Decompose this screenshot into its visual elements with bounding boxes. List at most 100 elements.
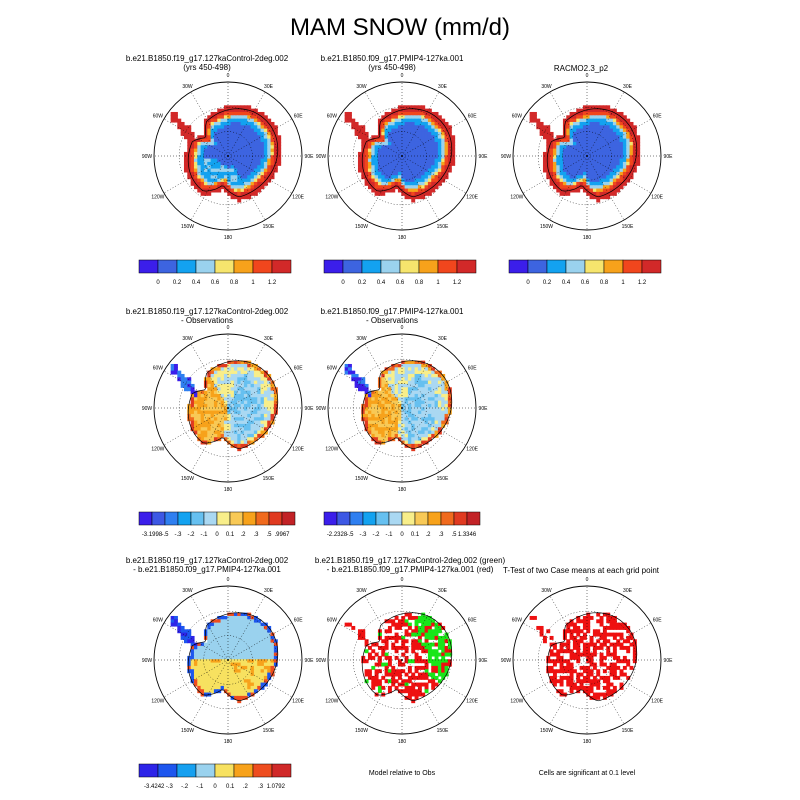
grid-cell [626, 135, 631, 140]
grid-cell [243, 175, 248, 180]
grid-cell [576, 619, 581, 624]
grid-cell [414, 407, 419, 412]
grid-cell [247, 437, 252, 442]
grid-cell [217, 659, 222, 664]
grid-cell [237, 440, 242, 445]
grid-cell [247, 662, 252, 667]
grid-cell [562, 178, 567, 183]
grid-cell [437, 181, 442, 186]
grid-cell [233, 138, 238, 143]
grid-cell [407, 679, 412, 684]
grid-cell [549, 168, 554, 173]
grid-cell [213, 165, 218, 170]
grid-cell [437, 679, 442, 684]
grid-cell [549, 181, 554, 186]
grid-cell [444, 155, 449, 160]
grid-cell [586, 685, 591, 690]
grid-cell [384, 639, 389, 644]
grid-cell [612, 619, 617, 624]
grid-cell [562, 659, 567, 664]
grid-cell [606, 135, 611, 140]
grid-cell [424, 675, 429, 680]
grid-cell [589, 111, 594, 116]
grid-cell [602, 695, 607, 700]
grid-cell [203, 178, 208, 183]
longitude-label: 0 [227, 325, 230, 331]
grid-cell [220, 367, 225, 372]
grid-cell [622, 181, 627, 186]
grid-cell [394, 639, 399, 644]
grid-cell [427, 417, 432, 422]
grid-cell [572, 181, 577, 186]
grid-cell [549, 679, 554, 684]
grid-cell [381, 168, 386, 173]
grid-cell [539, 629, 544, 634]
grid-cell [434, 158, 439, 163]
grid-cell [569, 155, 574, 160]
grid-cell [193, 403, 198, 408]
grid-cell [207, 128, 212, 133]
grid-cell [411, 682, 416, 687]
grid-cell [247, 121, 252, 126]
grid-cell [602, 171, 607, 176]
grid-cell [197, 433, 202, 438]
grid-cell [210, 682, 215, 687]
grid-cell [407, 185, 412, 190]
grid-cell [377, 161, 382, 166]
grid-cell [361, 407, 366, 412]
grid-cell [260, 649, 265, 654]
grid-cell [589, 685, 594, 690]
grid-cell [207, 403, 212, 408]
grid-cell [602, 655, 607, 660]
grid-cell [569, 115, 574, 120]
grid-cell [257, 188, 262, 193]
grid-cell [243, 413, 248, 418]
grid-cell [240, 689, 245, 694]
grid-cell [579, 185, 584, 190]
grid-cell [414, 423, 419, 428]
grid-cell [589, 652, 594, 657]
grid-cell [270, 417, 275, 422]
grid-cell [381, 662, 386, 667]
grid-cell [364, 158, 369, 163]
grid-cell [397, 165, 402, 170]
grid-cell [243, 171, 248, 176]
grid-cell [569, 685, 574, 690]
grid-cell [253, 393, 258, 398]
grid-cell [586, 168, 591, 173]
grid-cell [546, 145, 551, 150]
grid-cell [374, 135, 379, 140]
grid-cell [367, 185, 372, 190]
grid-cell [622, 131, 627, 136]
grid-cell [247, 615, 252, 620]
colorbar-swatch [203, 511, 218, 526]
grid-cell [273, 125, 278, 130]
grid-cell [217, 665, 222, 670]
grid-cell [427, 622, 432, 627]
grid-cell [173, 622, 178, 627]
grid-cell [441, 165, 446, 170]
grid-cell [250, 390, 255, 395]
grid-cell [230, 639, 235, 644]
grid-cell [417, 360, 422, 365]
grid-cell [273, 642, 278, 647]
grid-cell [417, 181, 422, 186]
grid-cell [424, 121, 429, 126]
grid-cell [391, 138, 396, 143]
grid-cell [599, 141, 604, 146]
grid-cell [542, 155, 547, 160]
grid-cell [417, 115, 422, 120]
grid-cell [411, 433, 416, 438]
longitude-label: 0 [401, 73, 404, 79]
grid-cell [421, 410, 426, 415]
grid-cell [407, 413, 412, 418]
grid-cell [586, 629, 591, 634]
grid-cell [237, 679, 242, 684]
longitude-label: 60E [468, 114, 478, 120]
grid-cell [441, 642, 446, 647]
grid-cell [263, 387, 268, 392]
meridian-line [549, 155, 588, 221]
grid-cell [404, 370, 409, 375]
